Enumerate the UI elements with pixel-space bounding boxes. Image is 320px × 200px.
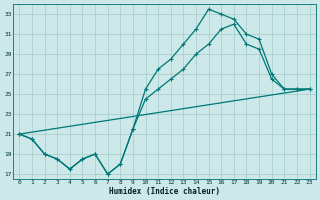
X-axis label: Humidex (Indice chaleur): Humidex (Indice chaleur): [109, 187, 220, 196]
